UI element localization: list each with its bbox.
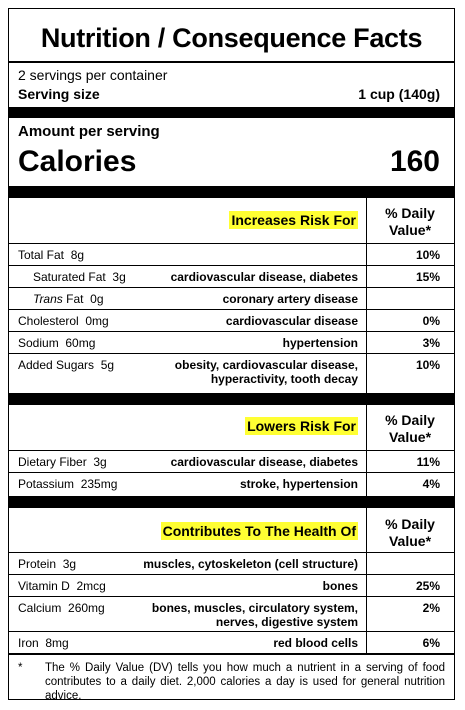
calories-value: 160	[389, 145, 440, 178]
divider-thick-1	[9, 107, 454, 118]
calories-label: Calories	[18, 145, 137, 178]
section-heading: Contributes To The Health Of	[160, 522, 358, 540]
amount-per-serving: Amount per serving	[18, 123, 160, 140]
serving-size-value: 1 cup (140g)	[358, 86, 440, 102]
section-heading: Increases Risk For	[229, 211, 358, 229]
servings-per-container: 2 servings per container	[18, 67, 168, 83]
dv-header: % Daily Value*	[385, 205, 435, 238]
serving-size-label: Serving size	[18, 86, 100, 102]
divider-footnote	[9, 653, 454, 655]
nutrition-label: Nutrition / Consequence Facts 2 servings…	[8, 8, 455, 702]
dv-header: % Daily Value*	[385, 516, 435, 549]
dv-header: % Daily Value*	[385, 412, 435, 445]
divider-thick-4	[9, 496, 454, 508]
footnote-marker: *	[18, 662, 23, 674]
label-title: Nutrition / Consequence Facts	[40, 23, 423, 53]
divider-thick-3	[9, 393, 454, 405]
divider-thick-2	[9, 186, 454, 198]
footnote-text: The % Daily Value (DV) tells you how muc…	[45, 662, 445, 702]
section-heading: Lowers Risk For	[245, 417, 358, 435]
divider-title	[9, 61, 454, 63]
